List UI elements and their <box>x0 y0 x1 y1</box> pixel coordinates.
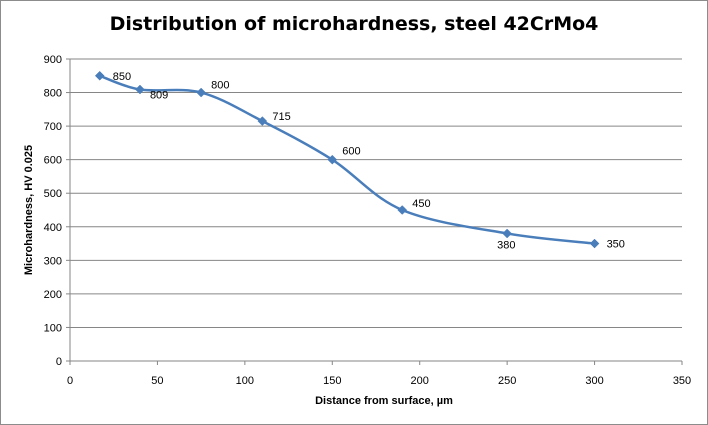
plot-area <box>70 59 682 361</box>
data-label-4: 600 <box>342 146 360 158</box>
data-point-3 <box>257 116 268 126</box>
y-tick-labels: 0 100 200 300 400 500 600 700 800 900 <box>44 54 62 368</box>
x-tick-label: 150 <box>323 375 341 387</box>
y-tick-label: 300 <box>44 255 62 267</box>
data-label-0: 850 <box>113 71 131 83</box>
data-label-1: 809 <box>150 90 168 102</box>
x-tick-label: 350 <box>673 375 691 387</box>
data-point-0 <box>94 70 105 81</box>
y-tick-label: 200 <box>44 289 62 301</box>
data-point-6 <box>502 228 512 239</box>
y-tick-label: 600 <box>44 155 62 167</box>
x-tick-label: 300 <box>585 375 603 387</box>
data-point-2 <box>196 87 206 98</box>
x-axis-title: Distance from surface, µm <box>315 395 453 407</box>
x-tick-label: 200 <box>411 375 429 387</box>
y-axis-title: Microhardness, HV 0.025 <box>23 145 35 275</box>
y-tick-label: 400 <box>44 222 62 234</box>
y-tick-label: 0 <box>56 356 62 368</box>
series-markers <box>94 70 600 249</box>
x-tick-labels: 0 50 100 150 200 250 300 350 <box>67 375 691 387</box>
data-label-6: 380 <box>497 239 515 251</box>
x-tick-label: 0 <box>67 375 73 387</box>
data-point-4 <box>327 154 338 165</box>
x-tick-label: 50 <box>151 375 163 387</box>
data-label-2: 800 <box>211 80 229 92</box>
x-tick-label: 250 <box>498 375 516 387</box>
data-point-7 <box>589 238 600 249</box>
chart-title: Distribution of microhardness, steel 42C… <box>109 13 599 35</box>
data-label-7: 350 <box>607 239 625 251</box>
data-point-5 <box>397 205 408 215</box>
data-point-1 <box>135 84 145 95</box>
y-tick-label: 500 <box>44 188 62 200</box>
x-tick-label: 100 <box>236 375 254 387</box>
y-tick-label: 900 <box>44 54 62 66</box>
y-tick-label: 700 <box>44 121 62 133</box>
y-tick-label: 100 <box>44 322 62 334</box>
data-label-3: 715 <box>272 111 290 123</box>
axes <box>66 58 683 365</box>
data-labels: 850 809 800 715 600 450 380 350 <box>113 71 625 252</box>
y-tick-label: 800 <box>44 88 62 100</box>
data-label-5: 450 <box>412 198 430 210</box>
